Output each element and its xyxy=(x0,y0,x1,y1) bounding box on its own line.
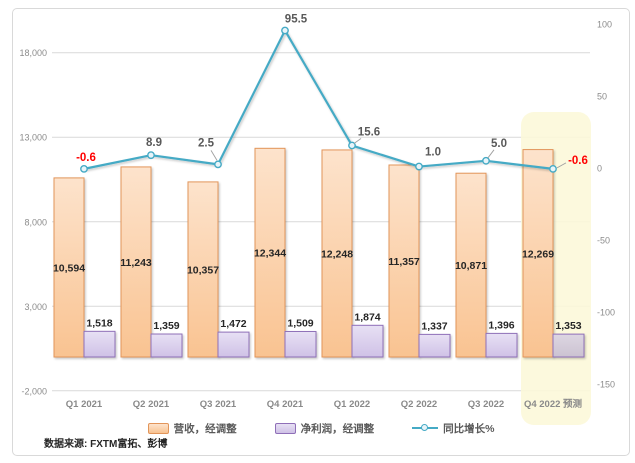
right-axis-tick: 0 xyxy=(597,164,602,174)
category-label: Q4 2022 预测 xyxy=(524,398,583,410)
revenue-value-label: 11,357 xyxy=(388,256,420,268)
left-axis-tick: 8,000 xyxy=(24,217,47,227)
revenue-value-label: 12,248 xyxy=(321,248,353,260)
growth-value-label: -0.6 xyxy=(568,155,588,167)
legend-label-revenue: 营收，经调整 xyxy=(173,422,237,435)
revenue-bar xyxy=(187,181,219,358)
label-leader-line xyxy=(556,162,567,169)
legend-label-growth: 同比增长% xyxy=(443,422,495,435)
revenue-value-label: 10,357 xyxy=(187,264,219,276)
growth-value-label: 2.5 xyxy=(198,137,215,149)
label-leader-line xyxy=(210,150,218,161)
net-profit-bar xyxy=(485,332,518,358)
revenue-value-label: 11,243 xyxy=(120,257,152,269)
growth-value-label: 95.5 xyxy=(285,13,308,25)
growth-line-marker xyxy=(415,162,423,171)
growth-line-marker xyxy=(147,151,155,160)
category-label: Q2 2022 xyxy=(401,399,437,410)
legend-item-growth: 同比增长% xyxy=(412,421,494,436)
net-profit-value-label: 1,874 xyxy=(354,311,380,323)
category-label: Q4 2021 xyxy=(267,399,304,410)
revenue-bar xyxy=(321,149,353,358)
net-profit-bar xyxy=(351,324,384,358)
left-axis-tick: -2,000 xyxy=(21,386,47,396)
net-profit-bar xyxy=(552,333,585,358)
net-profit-value-label: 1,359 xyxy=(153,320,179,332)
growth-line-marker xyxy=(80,164,88,173)
net-profit-swatch-icon xyxy=(274,422,296,434)
growth-line-swatch-icon xyxy=(412,423,439,433)
revenue-bar xyxy=(388,164,420,358)
legend-item-revenue: 营收，经调整 xyxy=(147,421,237,436)
chart-legend: 营收，经调整 净利润，经调整 同比增长% xyxy=(52,419,590,437)
right-axis-tick: 50 xyxy=(597,92,607,102)
growth-line-dot xyxy=(421,424,429,431)
category-label: Q2 2021 xyxy=(133,399,170,410)
net-profit-bar xyxy=(284,330,317,358)
revenue-value-label: 10,594 xyxy=(53,262,85,274)
category-label: Q3 2021 xyxy=(200,399,237,410)
growth-line-marker xyxy=(549,164,557,173)
growth-line xyxy=(83,29,554,170)
revenue-value-label: 12,269 xyxy=(522,248,554,260)
data-source-note: 数据来源: FXTM富拓、彭博 xyxy=(44,439,168,450)
category-label: Q1 2022 xyxy=(334,399,370,410)
right-axis-tick: -150 xyxy=(597,380,615,390)
net-profit-bar xyxy=(83,330,116,358)
growth-value-label: -0.6 xyxy=(76,152,96,164)
revenue-value-label: 12,344 xyxy=(254,248,286,260)
category-label: Q3 2022 xyxy=(468,399,504,410)
growth-value-label: 8.9 xyxy=(146,137,162,149)
net-profit-value-label: 1,396 xyxy=(488,319,514,331)
right-axis-tick: -50 xyxy=(597,236,610,246)
category-label: Q1 2021 xyxy=(66,399,103,410)
growth-line-marker xyxy=(348,141,356,150)
net-profit-value-label: 1,353 xyxy=(555,320,581,332)
revenue-bar xyxy=(455,172,487,358)
net-profit-bar xyxy=(150,333,183,358)
label-leader-line xyxy=(487,149,495,159)
net-profit-value-label: 1,509 xyxy=(287,317,313,329)
revenue-value-label: 10,871 xyxy=(455,260,487,272)
revenue-bar xyxy=(53,177,85,358)
growth-line-marker xyxy=(281,26,289,35)
revenue-swatch-icon xyxy=(147,422,169,434)
net-profit-bar xyxy=(418,333,451,358)
legend-label-net-profit: 净利润，经调整 xyxy=(300,422,375,435)
net-profit-value-label: 1,518 xyxy=(86,317,112,329)
left-axis-tick: 13,000 xyxy=(19,133,47,143)
growth-value-label: 5.0 xyxy=(491,138,507,150)
revenue-bar xyxy=(254,147,286,358)
growth-value-label: 15.6 xyxy=(358,127,380,139)
left-axis-tick: 18,000 xyxy=(19,48,47,58)
growth-line-marker xyxy=(482,156,490,165)
net-profit-value-label: 1,472 xyxy=(220,318,246,330)
growth-line-marker xyxy=(214,160,222,169)
revenue-bar xyxy=(522,149,554,358)
legend-item-net-profit: 净利润，经调整 xyxy=(274,421,375,436)
label-leader-line xyxy=(353,138,362,144)
net-profit-value-label: 1,337 xyxy=(421,320,447,332)
net-profit-bar xyxy=(217,331,250,358)
left-axis-tick: 3,000 xyxy=(24,302,47,312)
growth-value-label: 1.0 xyxy=(425,147,441,159)
right-axis-tick: -100 xyxy=(597,308,615,318)
revenue-bar xyxy=(120,166,152,358)
right-axis-tick: 100 xyxy=(597,20,612,30)
